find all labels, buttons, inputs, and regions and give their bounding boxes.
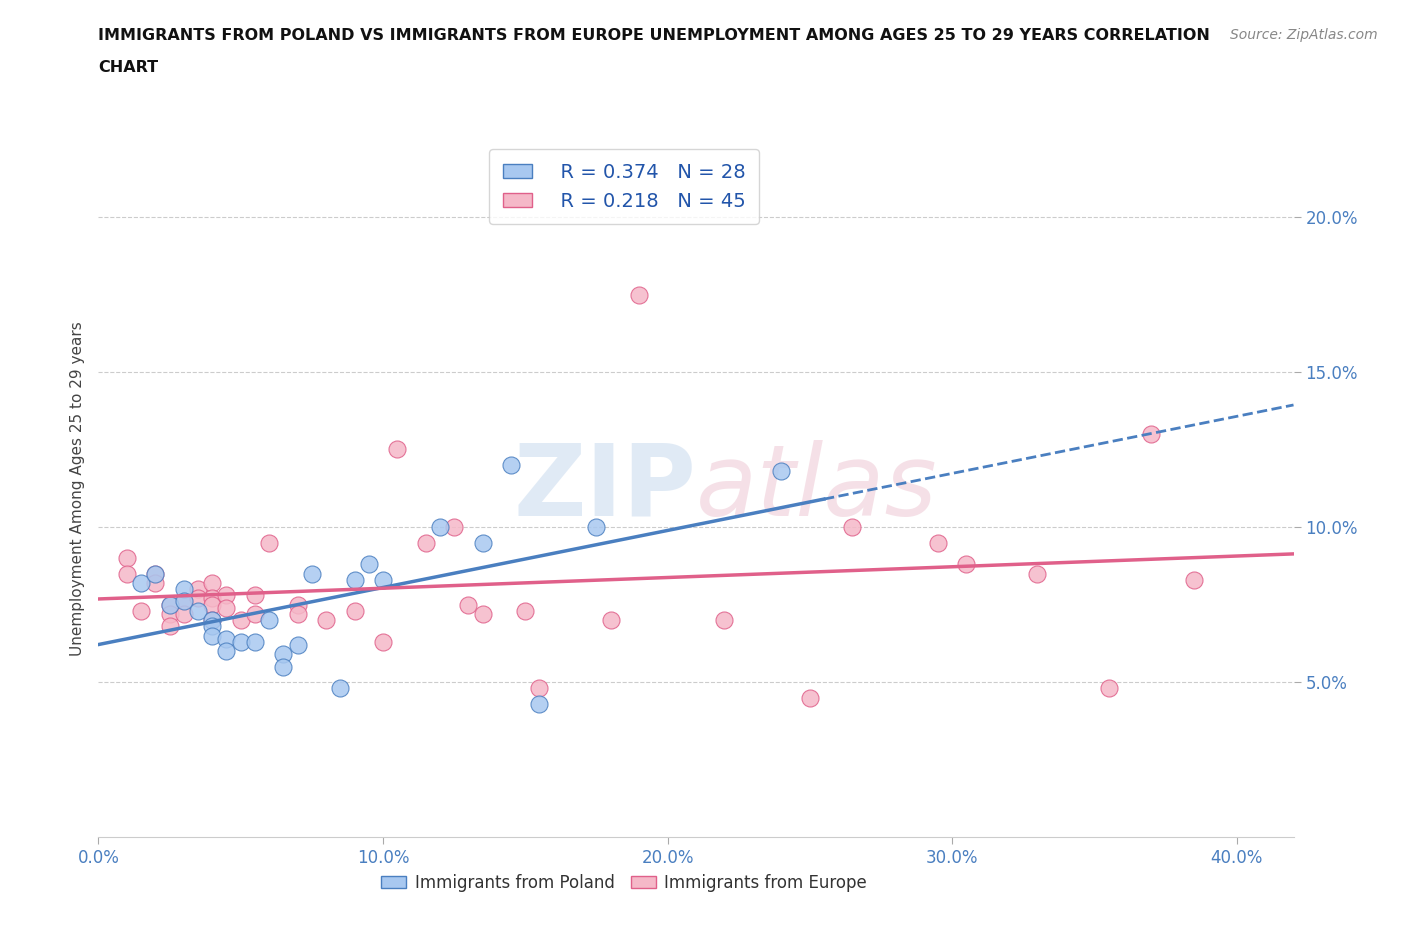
Point [343, 572, 366, 587]
Text: IMMIGRANTS FROM POLAND VS IMMIGRANTS FROM EUROPE UNEMPLOYMENT AMONG AGES 25 TO 2: IMMIGRANTS FROM POLAND VS IMMIGRANTS FRO… [98, 28, 1211, 43]
Point [713, 613, 735, 628]
Point [173, 606, 195, 621]
Text: CHART: CHART [98, 60, 159, 75]
Point [529, 697, 551, 711]
Point [215, 588, 238, 603]
Point [159, 597, 181, 612]
Point [471, 606, 494, 621]
Y-axis label: Unemployment Among Ages 25 to 29 years: Unemployment Among Ages 25 to 29 years [69, 321, 84, 656]
Point [357, 557, 380, 572]
Point [201, 628, 224, 643]
Point [215, 644, 238, 658]
Point [628, 287, 651, 302]
Point [443, 520, 465, 535]
Point [159, 618, 181, 633]
Point [115, 551, 138, 565]
Point [201, 613, 224, 628]
Point [173, 594, 195, 609]
Point [1026, 566, 1049, 581]
Point [129, 576, 152, 591]
Point [371, 634, 394, 649]
Point [215, 631, 238, 646]
Point [799, 690, 821, 705]
Point [129, 604, 152, 618]
Point [315, 613, 337, 628]
Point [173, 581, 195, 596]
Point [343, 604, 366, 618]
Point [187, 604, 209, 618]
Point [927, 535, 949, 550]
Point [385, 442, 409, 457]
Point [599, 613, 621, 628]
Point [457, 597, 479, 612]
Point [215, 600, 238, 615]
Point [143, 566, 166, 581]
Text: atlas: atlas [696, 440, 938, 537]
Point [201, 597, 224, 612]
Point [529, 681, 551, 696]
Point [1097, 681, 1119, 696]
Point [471, 535, 494, 550]
Point [287, 597, 309, 612]
Point [159, 597, 181, 612]
Point [273, 646, 295, 661]
Point [187, 581, 209, 596]
Text: ZIP: ZIP [513, 440, 696, 537]
Point [229, 634, 252, 649]
Point [243, 634, 266, 649]
Point [770, 464, 793, 479]
Point [273, 659, 295, 674]
Point [201, 618, 224, 633]
Point [173, 594, 195, 609]
Point [257, 613, 280, 628]
Point [115, 566, 138, 581]
Point [371, 572, 394, 587]
Point [243, 588, 266, 603]
Point [1182, 572, 1205, 587]
Point [229, 613, 252, 628]
Point [201, 613, 224, 628]
Text: Source: ZipAtlas.com: Source: ZipAtlas.com [1230, 28, 1378, 42]
Point [955, 557, 977, 572]
Point [585, 520, 607, 535]
Point [841, 520, 863, 535]
Point [1140, 427, 1163, 442]
Point [187, 591, 209, 605]
Point [257, 535, 280, 550]
Point [515, 604, 537, 618]
Point [415, 535, 437, 550]
Point [143, 576, 166, 591]
Point [201, 591, 224, 605]
Point [499, 458, 522, 472]
Point [287, 637, 309, 652]
Point [159, 606, 181, 621]
Point [143, 566, 166, 581]
Point [287, 606, 309, 621]
Legend: Immigrants from Poland, Immigrants from Europe: Immigrants from Poland, Immigrants from … [374, 867, 875, 898]
Point [301, 566, 323, 581]
Point [243, 606, 266, 621]
Point [429, 520, 451, 535]
Point [201, 576, 224, 591]
Point [329, 681, 352, 696]
